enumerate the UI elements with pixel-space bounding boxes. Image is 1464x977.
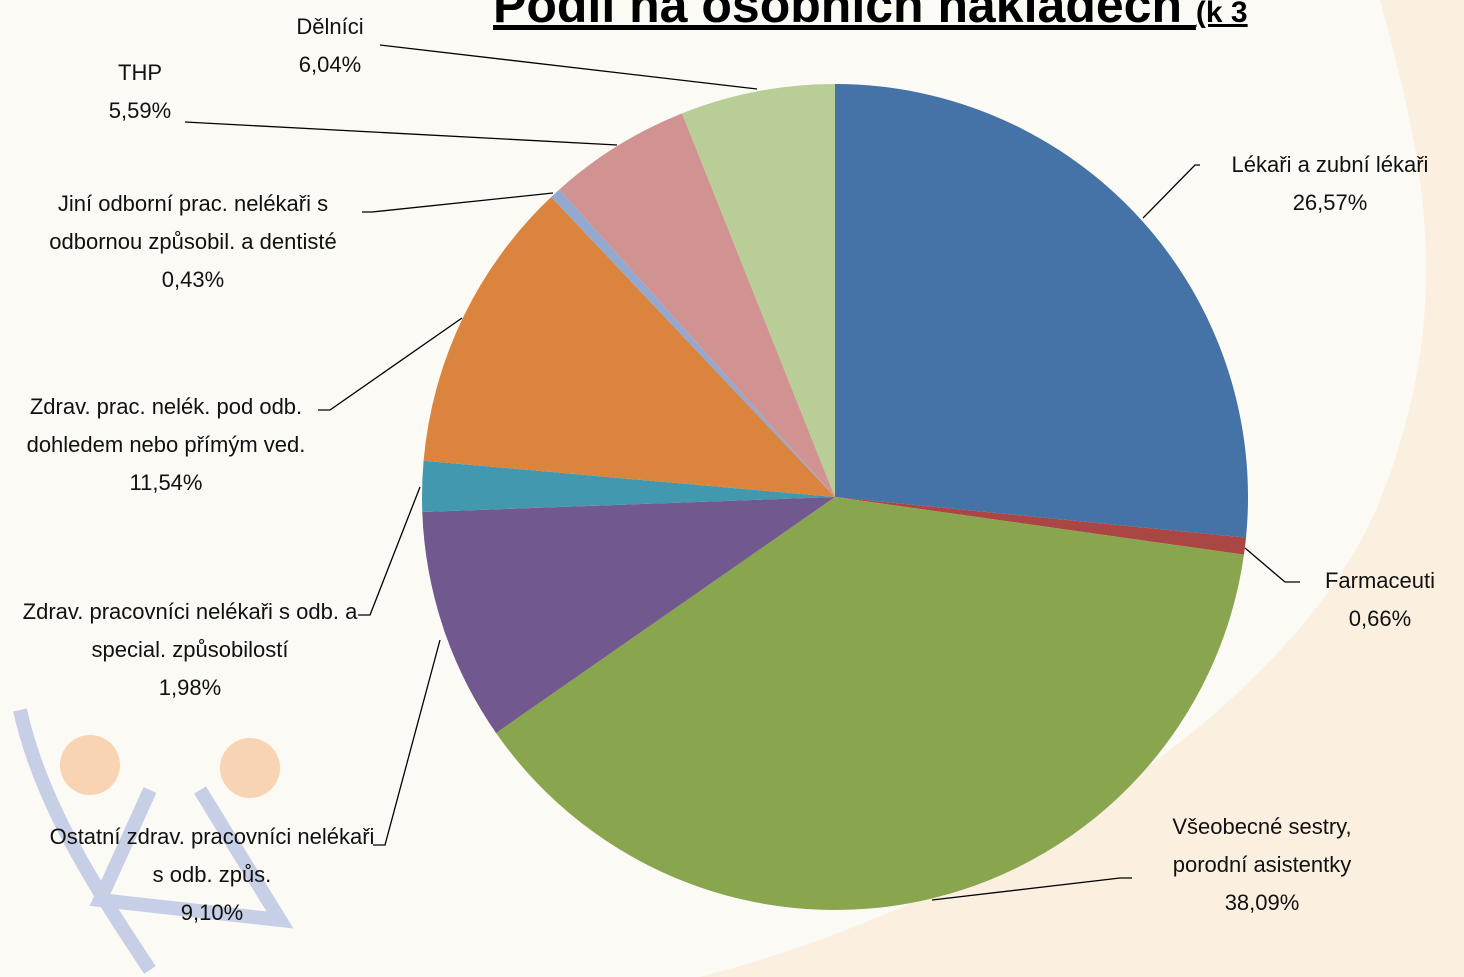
leader-line bbox=[379, 44, 758, 90]
value-label: 5,59% bbox=[108, 98, 172, 123]
category-label: Všeobecné sestry, porodní asistentky bbox=[1172, 814, 1352, 877]
data-label: Dělníci 6,04% bbox=[260, 8, 400, 84]
pie-slice bbox=[559, 113, 835, 498]
leader-lines bbox=[184, 44, 1300, 901]
category-label: Lékaři a zubní lékaři bbox=[1231, 152, 1429, 177]
title-main: Podíl na osobních nákladech bbox=[493, 0, 1182, 33]
data-label: Zdrav. pracovníci nelékaři s odb. a spec… bbox=[5, 593, 375, 707]
category-label: Ostatní zdrav. pracovníci nelékaři s odb… bbox=[49, 824, 375, 887]
value-label: 1,98% bbox=[158, 675, 222, 700]
leader-line bbox=[931, 877, 1132, 901]
category-label: Zdrav. prac. nelék. pod odb. dohledem ne… bbox=[26, 394, 306, 457]
pie-slice bbox=[681, 84, 835, 497]
data-label: Všeobecné sestry, porodní asistentky 38,0… bbox=[1132, 808, 1392, 922]
pie-slice bbox=[422, 497, 835, 733]
data-label: Zdrav. prac. nelék. pod odb. dohledem ne… bbox=[16, 388, 316, 502]
background-decoration bbox=[700, 0, 1464, 977]
chart-title: Podíl na osobních nákladech (k 3 bbox=[493, 0, 1248, 33]
leader-line bbox=[184, 121, 618, 146]
pie-slice bbox=[496, 497, 1244, 910]
leader-line bbox=[362, 192, 554, 213]
logo-dot bbox=[220, 738, 280, 798]
category-label: Farmaceuti bbox=[1324, 568, 1436, 593]
value-label: 26,57% bbox=[1292, 190, 1368, 215]
data-label: Lékaři a zubní lékaři 26,57% bbox=[1185, 146, 1464, 222]
pie-slice bbox=[835, 497, 1246, 555]
category-label: THP bbox=[118, 60, 162, 85]
value-label: 0,43% bbox=[161, 267, 225, 292]
pie-slice bbox=[835, 84, 1248, 538]
data-label: THP 5,59% bbox=[80, 54, 200, 130]
value-label: 38,09% bbox=[1224, 890, 1300, 915]
pie-slice bbox=[551, 189, 835, 498]
data-label: Jiní odborní prac. nelékaři s odbornou z… bbox=[16, 185, 371, 299]
category-label: Dělníci bbox=[296, 14, 364, 39]
leader-line bbox=[1142, 164, 1200, 219]
pie-slice bbox=[423, 197, 835, 498]
pie bbox=[422, 84, 1248, 910]
data-label: Farmaceuti 0,66% bbox=[1300, 562, 1460, 638]
pie-slice bbox=[422, 460, 835, 513]
value-label: 9,10% bbox=[180, 900, 244, 925]
leader-line bbox=[373, 639, 441, 846]
value-label: 6,04% bbox=[298, 52, 362, 77]
data-label: Ostatní zdrav. pracovníci nelékaři s odb… bbox=[42, 818, 382, 932]
logo bbox=[13, 708, 294, 974]
logo-dot bbox=[60, 735, 120, 795]
value-label: 0,66% bbox=[1348, 606, 1412, 631]
value-label: 11,54% bbox=[129, 470, 203, 495]
category-label: Zdrav. pracovníci nelékaři s odb. a spec… bbox=[22, 599, 358, 662]
leader-line bbox=[1244, 547, 1300, 583]
leader-line bbox=[358, 486, 421, 616]
category-label: Jiní odborní prac. nelékaři s odbornou z… bbox=[49, 191, 337, 254]
leader-line bbox=[318, 317, 463, 411]
title-suffix: (k 3 bbox=[1196, 0, 1248, 29]
